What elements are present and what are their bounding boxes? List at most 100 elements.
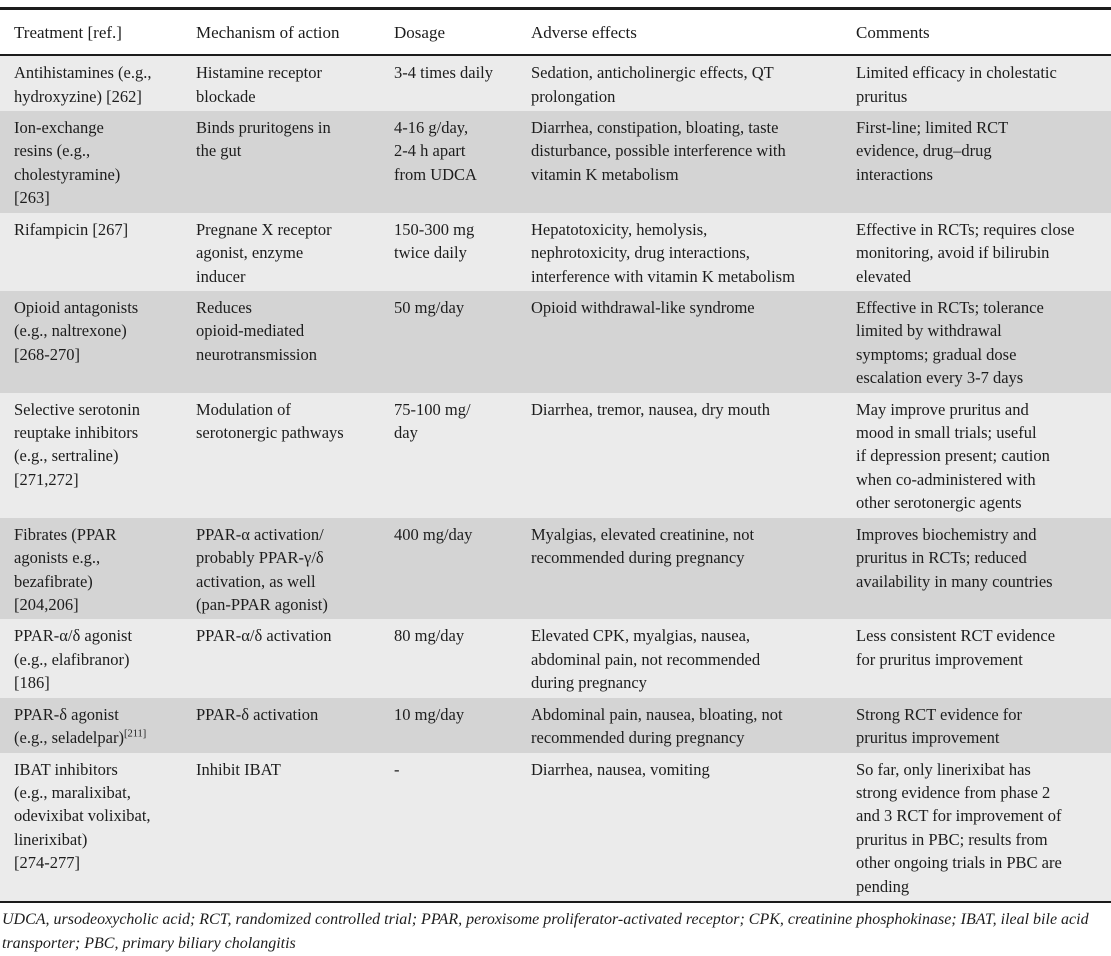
header-row: Treatment [ref.] Mechanism of action Dosag… xyxy=(0,8,1111,57)
table-row: Rifampicin [267] Pregnane X receptor agon… xyxy=(0,212,1111,291)
column-header-comments: Comments xyxy=(842,8,1111,57)
cell-text: 4-16 g/day, 2-4 h apart from UDCA xyxy=(394,117,477,184)
cell-treatment: Rifampicin [267] xyxy=(0,213,182,291)
cell-mechanism: Inhibit IBAT xyxy=(182,753,380,903)
cell-comments: Improves biochemistry and pruritus in RC… xyxy=(842,518,1111,620)
cell-text: Abdominal pain, nausea, bloating, not re… xyxy=(531,704,783,748)
cell-comments: Less consistent RCT evidence for pruritu… xyxy=(842,619,1111,697)
cell-text: Reduces opioid-mediated neurotransmissio… xyxy=(196,297,317,364)
cell-adverse_effects: Hepatotoxicity, hemolysis, nephrotoxicit… xyxy=(517,213,842,291)
cell-adverse_effects: Diarrhea, tremor, nausea, dry mouth xyxy=(517,393,842,518)
cell-text: Diarrhea, tremor, nausea, dry mouth xyxy=(531,399,770,419)
cell-text: 75-100 mg/ day xyxy=(394,399,471,443)
cell-text: Improves biochemistry and pruritus in RC… xyxy=(856,524,1053,591)
cell-mechanism: Pregnane X receptor agonist, enzyme indu… xyxy=(182,213,380,291)
cell-dosage: 80 mg/day xyxy=(380,619,517,697)
table-row: Opioid antagonists (e.g., naltrexone) [2… xyxy=(0,290,1111,393)
cell-comments: Effective in RCTs; requires close monito… xyxy=(842,213,1111,291)
cell-dosage: 10 mg/day xyxy=(380,698,517,753)
cell-comments: So far, only linerixibat has strong evid… xyxy=(842,753,1111,903)
cell-text: Histamine receptor blockade xyxy=(196,63,322,106)
table-row: Selective serotonin reuptake inhibitors … xyxy=(0,392,1111,518)
cell-text: Rifampicin [267] xyxy=(14,219,129,239)
cell-treatment: Antihistamines (e.g., hydroxyzine) [262] xyxy=(0,55,182,111)
cell-text: Hepatotoxicity, hemolysis, nephrotoxicit… xyxy=(531,219,795,286)
cell-mechanism: PPAR-α activation/ probably PPAR-γ/δ act… xyxy=(182,518,380,620)
table-row: IBAT inhibitors (e.g., maralixibat, odev… xyxy=(0,752,1111,903)
cell-mechanism: PPAR-α/δ activation xyxy=(182,619,380,697)
cell-comments: Limited efficacy in cholestatic pruritus xyxy=(842,55,1111,111)
column-header-adverse_effects: Adverse effects xyxy=(517,8,842,57)
cell-treatment: Selective serotonin reuptake inhibitors … xyxy=(0,393,182,518)
cell-text: Inhibit IBAT xyxy=(196,759,281,779)
cell-text: - xyxy=(394,759,400,779)
cell-comments: First-line; limited RCT evidence, drug–d… xyxy=(842,111,1111,213)
table-row: Ion-exchange resins (e.g., cholestyramin… xyxy=(0,110,1111,213)
cell-text: 10 mg/day xyxy=(394,704,465,724)
cell-treatment: Opioid antagonists (e.g., naltrexone) [2… xyxy=(0,291,182,393)
cell-treatment: IBAT inhibitors (e.g., maralixibat, odev… xyxy=(0,753,182,903)
cell-adverse_effects: Elevated CPK, myalgias, nausea, abdomina… xyxy=(517,619,842,697)
cell-treatment: PPAR-δ agonist (e.g., seladelpar)[211] xyxy=(0,698,182,753)
cell-text: Binds pruritogens in the gut xyxy=(196,117,331,161)
cell-dosage: 3-4 times daily xyxy=(380,55,517,111)
cell-text: 400 mg/day xyxy=(394,524,473,544)
cell-text: First-line; limited RCT evidence, drug–d… xyxy=(856,117,1009,184)
cell-text: So far, only linerixibat has strong evid… xyxy=(856,759,1062,896)
cell-text: Modulation of serotonergic pathways xyxy=(196,399,344,443)
cell-text: 3-4 times daily xyxy=(394,63,493,83)
cell-comments: Effective in RCTs; tolerance limited by … xyxy=(842,291,1111,393)
cell-mechanism: Binds pruritogens in the gut xyxy=(182,111,380,213)
cell-text: 80 mg/day xyxy=(394,626,465,646)
cell-text: PPAR-α activation/ probably PPAR-γ/δ act… xyxy=(196,524,328,614)
table-footnote: UDCA, ursodeoxycholic acid; RCT, randomi… xyxy=(2,911,1089,953)
cell-text: PPAR-α/δ agonist (e.g., elafibranor) [18… xyxy=(14,626,133,693)
cell-treatment: Fibrates (PPAR agonists e.g., bezafibrat… xyxy=(0,518,182,620)
cell-mechanism: Modulation of serotonergic pathways xyxy=(182,393,380,518)
table-row: Fibrates (PPAR agonists e.g., bezafibrat… xyxy=(0,517,1111,620)
table-row: PPAR-δ agonist (e.g., seladelpar)[211] PP… xyxy=(0,697,1111,753)
cell-dosage: 75-100 mg/ day xyxy=(380,393,517,518)
cell-text: Diarrhea, nausea, vomiting xyxy=(531,759,710,779)
cell-mechanism: PPAR-δ activation xyxy=(182,698,380,753)
cell-text: IBAT inhibitors (e.g., maralixibat, odev… xyxy=(14,759,151,873)
cell-text: Fibrates (PPAR agonists e.g., bezafibrat… xyxy=(14,524,117,614)
cell-dosage: 400 mg/day xyxy=(380,518,517,620)
cell-text: Elevated CPK, myalgias, nausea, abdomina… xyxy=(531,626,761,693)
cell-text: 50 mg/day xyxy=(394,297,465,317)
cell-text: PPAR-δ agonist (e.g., seladelpar) xyxy=(14,704,124,748)
cell-text: Opioid withdrawal-like syndrome xyxy=(531,297,755,317)
cell-comments: May improve pruritus and mood in small t… xyxy=(842,393,1111,518)
cell-dosage: 4-16 g/day, 2-4 h apart from UDCA xyxy=(380,111,517,213)
table-row: Antihistamines (e.g., hydroxyzine) [262]… xyxy=(0,55,1111,111)
cell-text: Strong RCT evidence for pruritus improve… xyxy=(856,704,1023,748)
reference-superscript: [211] xyxy=(123,728,147,740)
cell-text: Less consistent RCT evidence for pruritu… xyxy=(856,626,1056,669)
cell-text: Limited efficacy in cholestatic pruritus xyxy=(856,63,1057,106)
cell-treatment: PPAR-α/δ agonist (e.g., elafibranor) [18… xyxy=(0,619,182,697)
cell-adverse_effects: Diarrhea, constipation, bloating, taste … xyxy=(517,111,842,213)
cell-text: PPAR-α/δ activation xyxy=(196,626,332,646)
cell-adverse_effects: Myalgias, elevated creatinine, not recom… xyxy=(517,518,842,620)
cell-text: Selective serotonin reuptake inhibitors … xyxy=(14,399,141,489)
table-body: Antihistamines (e.g., hydroxyzine) [262]… xyxy=(0,55,1111,903)
cell-text: Pregnane X receptor agonist, enzyme indu… xyxy=(196,219,332,286)
cell-text: Myalgias, elevated creatinine, not recom… xyxy=(531,524,755,568)
cell-text: Opioid antagonists (e.g., naltrexone) [2… xyxy=(14,297,139,364)
cell-comments: Strong RCT evidence for pruritus improve… xyxy=(842,698,1111,753)
cell-adverse_effects: Opioid withdrawal-like syndrome xyxy=(517,291,842,393)
table-row: PPAR-α/δ agonist (e.g., elafibranor) [18… xyxy=(0,619,1111,698)
cell-dosage: 150-300 mg twice daily xyxy=(380,213,517,291)
cell-adverse_effects: Sedation, anticholinergic effects, QT pr… xyxy=(517,55,842,111)
cell-dosage: 50 mg/day xyxy=(380,291,517,393)
cell-text: Antihistamines (e.g., hydroxyzine) [262] xyxy=(14,63,152,106)
cell-text: Effective in RCTs; tolerance limited by … xyxy=(856,297,1044,388)
column-header-treatment: Treatment [ref.] xyxy=(0,8,182,57)
cell-text: PPAR-δ activation xyxy=(196,704,319,724)
cell-adverse_effects: Diarrhea, nausea, vomiting xyxy=(517,753,842,903)
cell-text: May improve pruritus and mood in small t… xyxy=(856,399,1050,513)
cell-text: Sedation, anticholinergic effects, QT pr… xyxy=(531,63,774,106)
cell-treatment: Ion-exchange resins (e.g., cholestyramin… xyxy=(0,111,182,213)
cell-dosage: - xyxy=(380,753,517,903)
